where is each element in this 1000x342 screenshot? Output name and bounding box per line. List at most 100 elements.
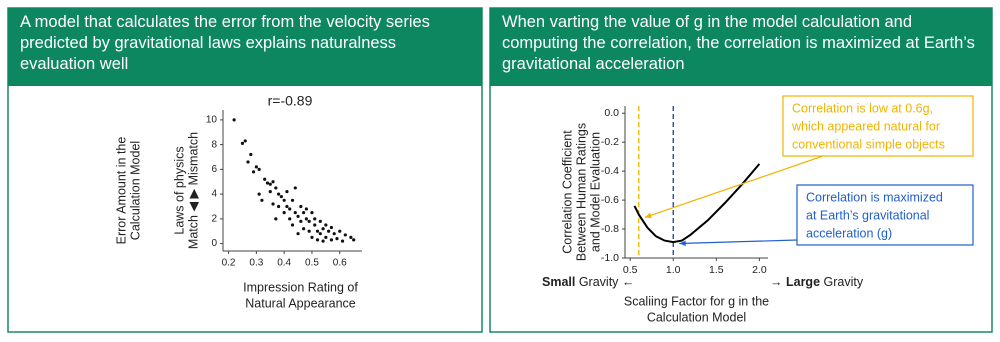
gravity-label-part: Gravity ←	[575, 275, 634, 289]
point	[257, 192, 261, 196]
point	[268, 182, 272, 186]
gravity-label-part: Gravity	[820, 275, 864, 289]
annotation-text: at Earth’s gravitational	[806, 208, 929, 222]
point	[338, 229, 342, 233]
annotation-arrow	[644, 155, 824, 219]
annotation-box	[782, 95, 974, 157]
y-tick-label: 6	[211, 164, 217, 175]
point	[327, 229, 331, 233]
point	[304, 207, 308, 211]
point	[310, 235, 314, 239]
gravity-label-part: Small	[542, 275, 575, 289]
y-axis-label: Error Amount in the	[114, 137, 128, 245]
point	[288, 217, 292, 221]
point	[296, 214, 300, 218]
point	[307, 219, 311, 223]
annotation-text: acceleration (g)	[806, 226, 892, 240]
point	[324, 223, 328, 227]
point	[313, 223, 317, 227]
y-axis-label: Match ◀ ▶ Mismatch	[186, 132, 200, 249]
x-tick-label: 0.4	[277, 258, 291, 269]
point	[251, 170, 256, 174]
point	[282, 211, 286, 215]
x-axis-label: Scaliing Factor for g in the	[624, 294, 769, 308]
point	[293, 186, 297, 190]
panel-title: When varting the value of g in the model…	[502, 13, 975, 73]
annotation-text: Correlation is maximized	[806, 190, 943, 204]
annotation-text: Correlation is low at 0.6g,	[792, 101, 933, 115]
panel-header	[490, 8, 992, 86]
point	[304, 217, 308, 221]
point	[260, 198, 264, 202]
x-tick-label: 0.2	[222, 258, 236, 269]
point	[249, 152, 253, 157]
point	[302, 211, 306, 215]
y-tick-label: -0.6	[601, 194, 619, 206]
y-tick-label: 0.0	[604, 107, 619, 119]
point	[271, 202, 275, 206]
x-axis-label: Natural Appearance	[245, 296, 356, 310]
point	[271, 180, 275, 184]
point	[288, 207, 292, 211]
point	[324, 235, 328, 239]
arrow-head	[679, 240, 686, 247]
annotation-arrow	[679, 239, 798, 245]
x-axis-label: Impression Rating of	[243, 280, 358, 294]
point	[265, 181, 270, 185]
x-tick-label: 0.5	[623, 264, 638, 276]
y-tick-label: -0.4	[601, 165, 619, 177]
point	[315, 238, 320, 242]
y-tick-label: -0.2	[601, 136, 619, 148]
point	[257, 167, 261, 171]
x-tick-label: 1.5	[709, 264, 724, 276]
point	[232, 118, 236, 122]
x-tick-label: 0.3	[249, 258, 263, 269]
arrow-head	[644, 212, 652, 218]
point	[293, 211, 297, 215]
point	[349, 235, 353, 239]
y-tick-label: 4	[211, 189, 217, 200]
point	[274, 186, 278, 190]
x-tick-label: 0.5	[305, 258, 319, 269]
y-tick-label: 10	[206, 115, 218, 126]
y-axis-label: Correlation Coefficient	[560, 130, 574, 254]
point	[274, 217, 278, 221]
point	[268, 190, 272, 194]
point	[302, 227, 306, 231]
point	[299, 204, 303, 209]
point	[321, 227, 325, 231]
point	[246, 160, 250, 164]
x-axis-label: Calculation Model	[647, 310, 746, 324]
point	[296, 232, 300, 236]
point	[343, 233, 347, 237]
y-tick-label: 2	[211, 213, 217, 224]
y-axis-label: Between Human Ratings	[574, 123, 588, 261]
point	[263, 177, 267, 181]
panel-title: A model that calculates the error from t…	[20, 13, 430, 73]
point	[277, 192, 281, 196]
gravity-label-part: →	[770, 275, 786, 289]
x-tick-label: 1.0	[666, 264, 681, 276]
y-tick-label: -1.0	[601, 252, 619, 264]
point	[285, 190, 289, 194]
y-tick-label: 8	[211, 139, 217, 150]
point	[329, 225, 334, 230]
point	[290, 198, 295, 202]
y-axis-label: Laws of physics	[172, 146, 186, 234]
y-axis-label: and Model Evaluation	[588, 132, 602, 252]
point	[313, 217, 317, 221]
point	[282, 198, 286, 202]
point	[332, 232, 336, 236]
point	[318, 219, 322, 223]
annotation-text: conventional simple objects	[792, 137, 945, 151]
gravity-label: → Large Gravity	[770, 275, 864, 289]
point	[277, 204, 281, 209]
y-tick-label: 0	[211, 238, 217, 249]
point	[321, 239, 325, 243]
point	[307, 229, 311, 233]
point	[318, 232, 322, 236]
x-tick-label: 0.6	[333, 258, 347, 269]
point	[352, 238, 356, 242]
point	[254, 165, 258, 169]
